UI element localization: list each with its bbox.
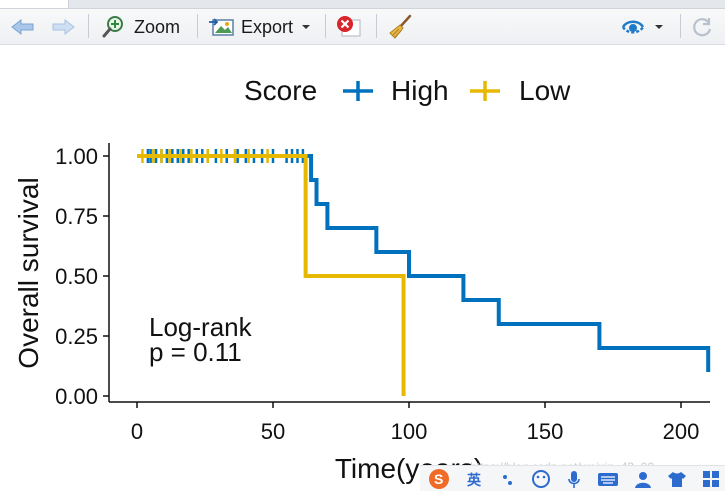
y-tick-label: 0.25 [55,324,98,349]
broom-icon [389,14,412,39]
publish-button[interactable] [620,12,666,42]
toolbar-separator [197,14,198,38]
pvalue-label: p = 0.11 [149,337,242,367]
x-axis-ticks: 0 50 100 150 200 [131,402,699,444]
legend-label-high: High [391,75,449,106]
y-tick-label: 1.00 [55,144,98,169]
chevron-down-icon [655,25,663,29]
legend-title: Score [244,75,317,106]
shirt-icon[interactable] [667,470,687,488]
y-axis-title: Overall survival [13,177,44,368]
legend-label-low: Low [519,75,571,106]
publish-icon [621,20,645,34]
back-arrow-icon [11,18,34,36]
punctuation-icon[interactable] [500,469,516,489]
logrank-label: Log-rank [149,312,253,342]
english-mode-icon[interactable]: 英 [465,469,485,489]
refresh-icon [693,18,712,37]
zoom-label: Zoom [134,16,181,37]
toolbar-separator [376,14,377,38]
export-image-icon [209,18,234,36]
toolbar-separator [88,14,89,38]
survival-chart: Score High Low 0.00 0.25 0.50 0.75 1.00 0 50 1… [13,75,711,484]
toolbar-separator [325,14,326,38]
x-tick-label: 200 [663,419,700,444]
export-button[interactable]: Export [209,12,313,42]
x-tick-label: 150 [527,419,564,444]
x-tick-label: 50 [261,419,285,444]
y-tick-label: 0.00 [55,384,98,409]
zoom-button[interactable]: Zoom [102,12,180,42]
y-axis-ticks: 0.00 0.25 0.50 0.75 1.00 [55,144,109,409]
svg-text:S: S [434,471,443,487]
zoom-icon [102,16,123,38]
forward-arrow-icon [52,18,75,36]
survival-curve-high [137,154,711,372]
svg-text:英: 英 [466,472,482,488]
y-tick-label: 0.75 [55,204,98,229]
emoji-icon[interactable] [531,469,551,489]
legend-item-high: High [343,75,449,106]
ime-toolbar: S 英 [420,465,725,491]
tab-strip [0,0,725,9]
plot-toolbar: Zoom Export [0,0,725,45]
grid-icon[interactable] [702,470,720,488]
sogou-ime-icon[interactable]: S [428,468,450,490]
clear-all-button[interactable] [388,12,414,42]
keyboard-icon[interactable] [597,470,619,488]
x-tick-label: 0 [131,419,143,444]
remove-plot-icon [337,16,361,37]
y-tick-label: 0.50 [55,264,98,289]
toolbar-separator [680,14,681,38]
x-tick-label: 100 [391,419,428,444]
back-button[interactable] [10,12,36,42]
series-layer [137,149,711,396]
microphone-icon[interactable] [566,469,582,489]
export-label: Export [241,16,294,37]
tab-plots[interactable] [0,0,69,8]
remove-plot-button[interactable] [334,12,362,42]
plot-area: Score High Low 0.00 0.25 0.50 0.75 1.00 0 50 1… [0,45,725,491]
refresh-button[interactable] [690,12,714,42]
legend-item-low: Low [470,75,571,106]
forward-button[interactable] [50,12,76,42]
user-icon[interactable] [634,469,652,489]
chevron-down-icon [302,25,311,29]
